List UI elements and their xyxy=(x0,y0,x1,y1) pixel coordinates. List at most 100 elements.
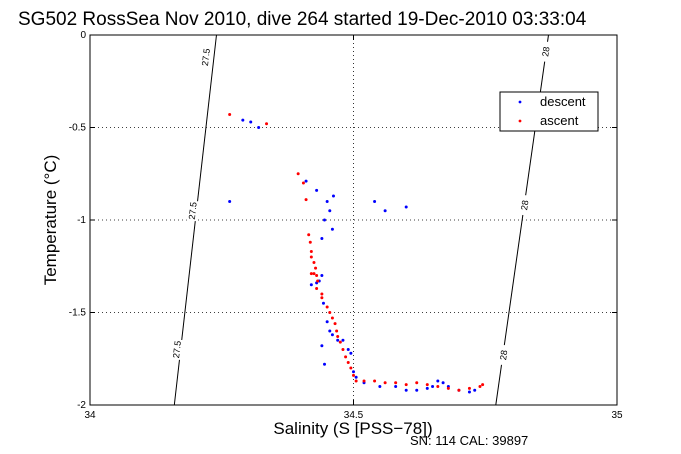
ascent-point xyxy=(312,272,316,276)
ascent-point xyxy=(373,379,377,383)
x-tick-label: 35 xyxy=(611,410,623,421)
descent-point xyxy=(404,205,408,209)
legend-label-ascent: ascent xyxy=(540,113,579,128)
descent-point xyxy=(330,227,334,231)
ascent-point xyxy=(315,274,319,277)
descent-point xyxy=(325,200,329,203)
isopycnal-label: 27.5 xyxy=(187,201,199,220)
ascent-point xyxy=(354,379,358,383)
ascent-point xyxy=(352,373,355,377)
descent-point xyxy=(352,370,355,374)
legend-marker-descent xyxy=(518,100,522,104)
legend: descent ascent xyxy=(499,91,599,132)
descent-point xyxy=(336,338,340,342)
descent-point xyxy=(425,386,429,390)
descent-point xyxy=(320,274,324,277)
ascent-point xyxy=(320,292,324,296)
descent-point xyxy=(373,200,377,203)
ascent-point xyxy=(394,381,398,385)
descent-point xyxy=(330,333,334,337)
descent-point xyxy=(378,385,382,388)
isopycnal-label: 28 xyxy=(519,200,530,211)
ascent-point xyxy=(312,261,316,265)
ascent-point xyxy=(341,348,345,351)
data-points xyxy=(228,113,485,394)
descent-point xyxy=(328,329,332,333)
isopycnal-label-bg xyxy=(539,41,553,63)
descent-point xyxy=(309,283,313,287)
ascent-point xyxy=(315,286,319,290)
isopycnal-lines: 27.5 27.5 27.5 28 28 28 xyxy=(170,34,553,406)
ascent-point xyxy=(335,329,339,333)
descent-point xyxy=(473,388,477,392)
descent-point xyxy=(436,379,440,383)
grid xyxy=(90,35,617,405)
descent-point xyxy=(383,209,387,213)
ascent-point xyxy=(338,340,342,344)
isopycnal-label-bg xyxy=(170,338,184,361)
ascent-point xyxy=(330,316,334,320)
ascent-point xyxy=(404,383,408,387)
descent-point xyxy=(241,118,245,122)
isopycnal-label: 27.5 xyxy=(200,48,212,67)
isopycnal-label-bg xyxy=(199,46,213,68)
isopycnal-label-bg xyxy=(497,344,511,366)
x-tick-label: 34.5 xyxy=(344,410,364,421)
descent-point xyxy=(328,209,332,213)
ascent-point xyxy=(467,386,471,390)
ascent-point xyxy=(346,360,350,364)
ascent-point xyxy=(316,279,320,283)
ascent-point xyxy=(265,122,269,126)
descent-point xyxy=(394,385,398,388)
ascent-point xyxy=(301,181,305,185)
ascent-point xyxy=(320,296,324,300)
ascent-point xyxy=(336,335,340,339)
ascent-point xyxy=(309,249,313,253)
descent-point xyxy=(431,385,435,388)
legend-box xyxy=(499,91,599,132)
axis-ticks: 34 34.5 35 0 -0.5 -1 -1.5 -2 xyxy=(69,30,623,421)
ascent-point xyxy=(296,172,300,176)
x-axis-label: Salinity (S [PSS−78]) xyxy=(273,419,432,438)
descent-point xyxy=(354,375,358,379)
ascent-point xyxy=(436,385,440,388)
descent-point xyxy=(331,194,335,198)
ascent-point xyxy=(304,198,308,202)
descent-point xyxy=(321,301,325,305)
descent-point xyxy=(315,188,319,192)
ascent-point xyxy=(308,240,312,244)
ascent-point xyxy=(425,383,429,387)
ascent-point xyxy=(362,379,366,383)
y-tick-label: -2 xyxy=(77,400,86,411)
y-tick-label: 0 xyxy=(80,30,86,41)
isopycnal-label: 28 xyxy=(498,349,509,360)
ascent-point xyxy=(383,381,387,385)
ascent-point xyxy=(478,385,482,388)
ascent-point xyxy=(349,366,353,370)
ascent-point xyxy=(307,233,311,237)
descent-point xyxy=(323,218,327,222)
y-tick-label: -0.5 xyxy=(69,123,87,134)
descent-point xyxy=(341,338,345,342)
ascent-point xyxy=(309,255,313,259)
ascent-point xyxy=(325,305,329,309)
descent-point xyxy=(346,348,350,351)
isopycnal-label-bg xyxy=(518,194,532,216)
ascent-point xyxy=(328,311,332,314)
ascent-point xyxy=(446,386,450,390)
ascent-point xyxy=(457,388,461,392)
ascent-point xyxy=(228,113,232,117)
plot-area: 27.5 27.5 27.5 28 28 28 34 34.5 35 0 -0.5 -1 -1.5 -2 xyxy=(69,30,623,421)
descent-point xyxy=(304,179,308,183)
serial-cal-text: SN: 114 CAL: 39897 xyxy=(410,433,528,448)
descent-point xyxy=(441,381,445,385)
descent-point xyxy=(257,126,261,129)
ascent-point xyxy=(333,322,337,326)
descent-point xyxy=(249,120,253,124)
descent-point xyxy=(325,320,329,324)
descent-point xyxy=(323,362,327,366)
legend-label-descent: descent xyxy=(540,94,586,109)
ascent-point xyxy=(481,383,485,387)
ascent-point xyxy=(344,355,348,359)
